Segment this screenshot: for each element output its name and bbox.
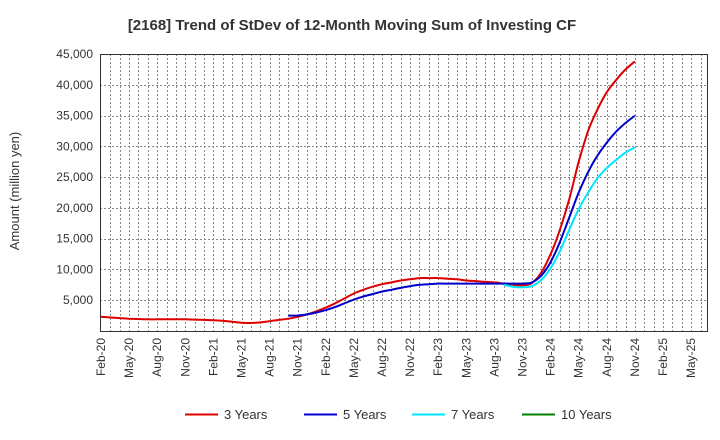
x-tick-label-12: Feb-23: [431, 338, 445, 376]
x-tick-label-6: Aug-21: [263, 338, 277, 377]
y-axis-label: Amount (million yen): [7, 132, 22, 251]
x-tick-label-3: Nov-20: [178, 338, 192, 377]
x-tick-label-1: May-20: [122, 338, 136, 378]
y-tick-label-0: 5,000: [63, 293, 93, 307]
x-tick-label-20: Feb-25: [656, 338, 670, 376]
x-tick-label-7: Nov-21: [291, 338, 305, 377]
y-tick-label-7: 40,000: [56, 78, 93, 92]
x-tick-label-8: Feb-22: [319, 338, 333, 376]
y-tick-label-1: 10,000: [56, 262, 93, 276]
x-tick-label-11: Nov-22: [403, 338, 417, 377]
y-tick-label-5: 30,000: [56, 139, 93, 153]
legend-label-5-years: 5 Years: [343, 407, 387, 422]
legend: 3 Years 5 Years 7 Years 10 Years: [185, 407, 612, 422]
y-tick-label-3: 20,000: [56, 201, 93, 215]
y-tick-label-4: 25,000: [56, 170, 93, 184]
x-tick-label-17: May-24: [572, 338, 586, 378]
x-tick-label-10: Aug-22: [375, 338, 389, 377]
x-tick-label-18: Aug-24: [600, 338, 614, 377]
y-tick-label-6: 35,000: [56, 109, 93, 123]
series-line-7-years: [503, 146, 636, 289]
x-tick-label-9: May-22: [347, 338, 361, 378]
x-tick-label-4: Feb-21: [206, 338, 220, 376]
x-tick-label-14: Aug-23: [487, 338, 501, 377]
x-tick-label-19: Nov-24: [628, 338, 642, 377]
chart-title: [2168] Trend of StDev of 12-Month Moving…: [128, 17, 576, 34]
y-axis: 5,000 10,000 15,000 20,000 25,000 30,000 35,00…: [56, 47, 93, 307]
x-tick-label-5: May-21: [235, 338, 249, 378]
series-line-3-years: [100, 60, 636, 324]
legend-label-7-years: 7 Years: [451, 407, 495, 422]
legend-label-10-years: 10 Years: [561, 407, 612, 422]
y-tick-label-2: 15,000: [56, 232, 93, 246]
x-tick-label-16: Feb-24: [544, 338, 558, 376]
x-tick-label-21: May-25: [684, 338, 698, 378]
series-line-5-years: [288, 114, 636, 317]
x-tick-label-13: May-23: [459, 338, 473, 378]
x-tick-label-15: Nov-23: [516, 338, 530, 377]
x-axis: Feb-20 May-20 Aug-20 Nov-20 Feb-21 May-21 Aug-…: [94, 338, 698, 378]
x-tick-label-2: Aug-20: [150, 338, 164, 377]
plot-area: [100, 54, 708, 332]
series-layer: [100, 60, 636, 324]
legend-label-3-years: 3 Years: [224, 407, 268, 422]
y-tick-label-8: 45,000: [56, 47, 93, 61]
plot-frame: [100, 54, 708, 332]
x-tick-label-0: Feb-20: [94, 338, 108, 376]
